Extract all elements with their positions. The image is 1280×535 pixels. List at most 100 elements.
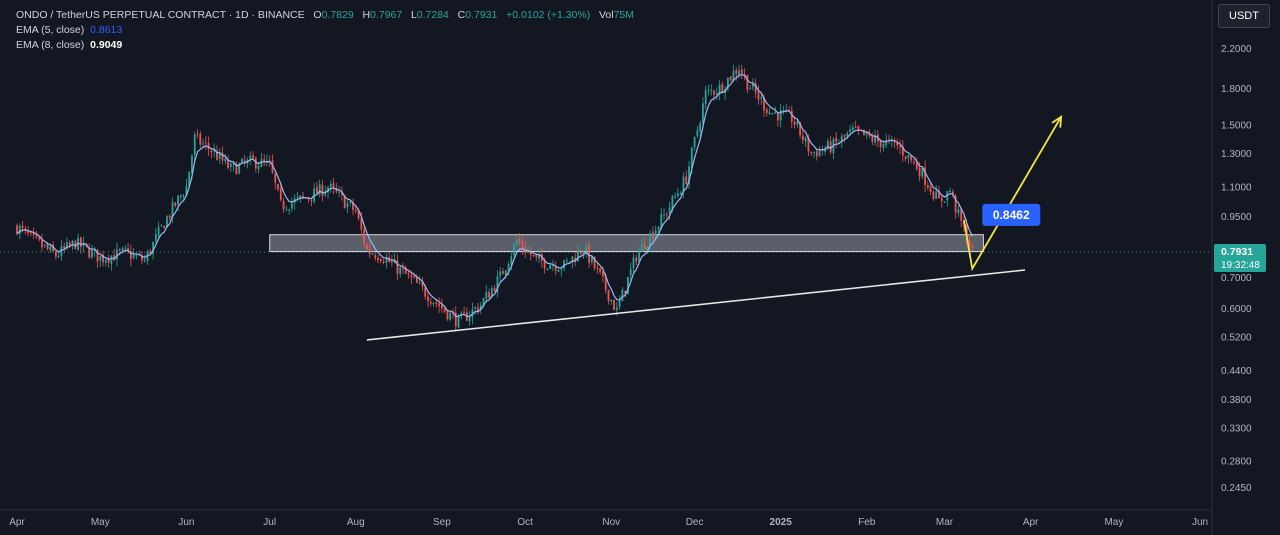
- price-labels: 0.7931 19:32:48: [1214, 244, 1266, 273]
- candle-body: [826, 141, 829, 149]
- candle-body: [241, 158, 243, 163]
- candle-body: [302, 195, 304, 197]
- time-tick-label: Jun: [1192, 517, 1208, 528]
- candle-body: [143, 259, 146, 261]
- candle-body: [316, 187, 318, 194]
- currency-button[interactable]: USDT: [1218, 4, 1270, 28]
- candle-body: [379, 259, 382, 262]
- candle-body: [529, 251, 532, 256]
- candle-body: [210, 150, 213, 153]
- time-tick-label: Apr: [1023, 517, 1039, 528]
- projection-arrow[interactable]: [963, 116, 1062, 272]
- candle-body: [346, 203, 349, 208]
- candle-body: [713, 90, 715, 95]
- candle-body: [796, 121, 799, 125]
- candle-body: [679, 192, 682, 195]
- candle-body: [107, 259, 110, 263]
- candle-body: [596, 267, 599, 269]
- candle-body: [193, 134, 196, 155]
- candle-body: [710, 90, 713, 92]
- candle-body: [688, 166, 690, 185]
- candle-body: [727, 77, 729, 89]
- candle-body: [763, 97, 765, 111]
- candle-body: [577, 250, 579, 262]
- candle-body: [118, 249, 121, 251]
- ema-line: [16, 74, 973, 318]
- candle-body: [407, 273, 410, 275]
- candle-body: [227, 159, 229, 168]
- candle-body: [738, 70, 740, 76]
- candle-body: [627, 276, 629, 295]
- candle-body: [957, 209, 960, 214]
- candle-body: [846, 133, 849, 137]
- price-axis[interactable]: 2.2000 1.8000 1.5000 1.3000 1.1000 0.9500 0.70…: [1221, 44, 1252, 494]
- candle-body: [807, 137, 810, 152]
- candle-body: [949, 190, 951, 192]
- price-tick-label: 1.5000: [1221, 121, 1252, 132]
- ema5-row[interactable]: EMA (5, close) 0.8613: [16, 23, 634, 38]
- candle-body: [568, 261, 571, 263]
- candle-body: [402, 268, 404, 270]
- candle-body: [49, 246, 52, 251]
- candle-body: [35, 233, 38, 237]
- candle-body: [799, 122, 802, 136]
- time-tick-label: Dec: [686, 517, 704, 528]
- candle-body: [243, 160, 246, 163]
- candle-body: [749, 88, 752, 90]
- candle-body: [677, 193, 679, 196]
- candle-body: [554, 265, 557, 271]
- ema-5-line: [16, 74, 973, 318]
- candle-body: [371, 253, 374, 255]
- candle-body: [960, 209, 963, 221]
- candle-body: [901, 146, 904, 156]
- candle-body: [460, 312, 463, 316]
- candle-body: [599, 268, 602, 273]
- candle-body: [363, 229, 366, 244]
- candle-body: [535, 254, 538, 257]
- candle-body: [835, 137, 838, 143]
- candle-body: [718, 84, 721, 95]
- candle-body: [238, 163, 241, 174]
- drawings[interactable]: 0.8462: [366, 114, 1063, 341]
- candle-body: [588, 244, 590, 263]
- price-tick-label: 0.2450: [1221, 483, 1252, 494]
- candle-body: [299, 195, 302, 198]
- candle-body: [779, 110, 782, 121]
- bar-countdown: 19:32:48: [1221, 260, 1260, 271]
- candle-body: [102, 254, 104, 262]
- support-trendline[interactable]: [366, 269, 1026, 341]
- candle-body: [513, 244, 515, 256]
- candle-body: [291, 202, 293, 209]
- symbol-title[interactable]: ONDO / TetherUS PERPETUAL CONTRACT · 1D …: [16, 9, 305, 21]
- price-tick-label: 0.4400: [1221, 366, 1252, 377]
- candle-body: [96, 249, 99, 262]
- candle-body: [843, 134, 846, 137]
- candle-body: [168, 215, 171, 218]
- candle-body: [257, 166, 260, 170]
- candle-body: [915, 162, 918, 170]
- time-tick-label: Feb: [858, 517, 876, 528]
- candle-body: [185, 185, 188, 196]
- candle-body: [740, 69, 743, 75]
- projection-arrowhead: [1051, 114, 1063, 128]
- price-tick-label: 0.3800: [1221, 395, 1252, 406]
- callout-box[interactable]: [982, 203, 1041, 226]
- support-zone-box[interactable]: [269, 234, 984, 253]
- candle-body: [163, 225, 166, 229]
- candle-body: [765, 109, 768, 113]
- current-price-value: 0.7931: [1221, 246, 1253, 258]
- candle-body: [24, 228, 27, 230]
- candle-body: [38, 237, 41, 240]
- candle-body: [490, 288, 493, 298]
- support-zone[interactable]: [269, 234, 984, 253]
- time-axis[interactable]: Apr May Jun Jul Aug Sep Oct Nov Dec 2025 Feb Mar Apr…: [9, 517, 1208, 528]
- candle-body: [935, 191, 938, 199]
- candle-body: [604, 275, 607, 290]
- ema8-row[interactable]: EMA (8, close) 0.9049: [16, 38, 634, 53]
- time-tick-label: Aug: [347, 517, 365, 528]
- candle-body: [607, 289, 610, 302]
- candle-body: [721, 84, 724, 93]
- candle-body: [57, 255, 60, 257]
- candle-body: [885, 140, 888, 146]
